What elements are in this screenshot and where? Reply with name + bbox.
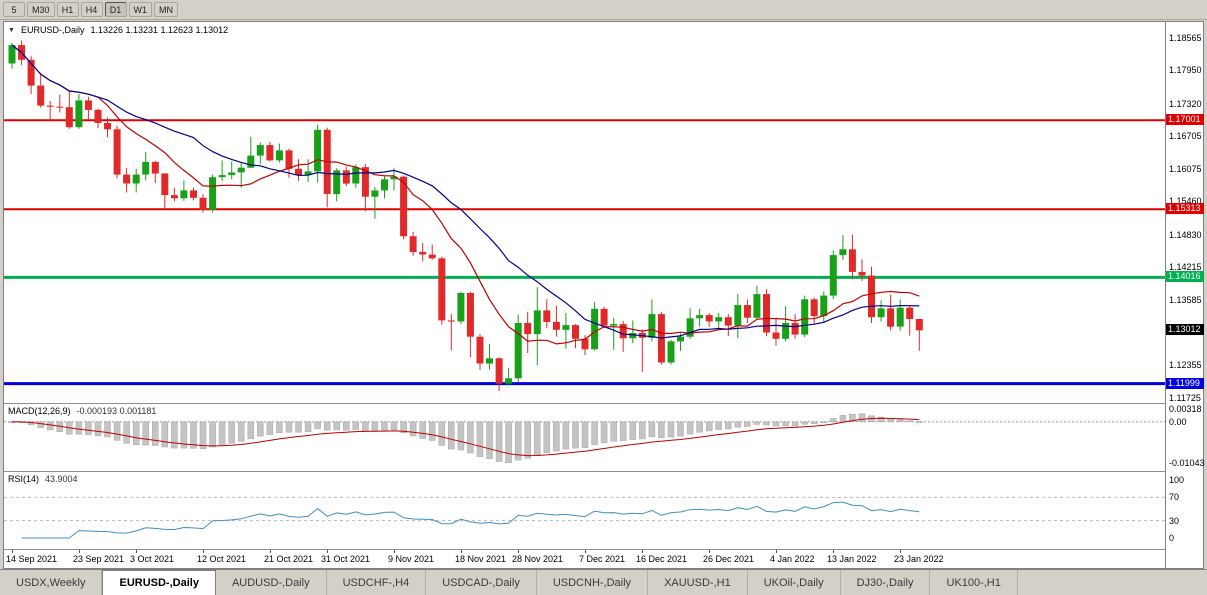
tab-ukoil-daily[interactable]: UKOil-,Daily	[748, 570, 841, 595]
date-axis-label: 4 Jan 2022	[770, 554, 815, 564]
price-axis-tag: 1.11999	[1166, 378, 1204, 389]
tab-xauusd-h1[interactable]: XAUUSD-,H1	[648, 570, 748, 595]
date-axis-label: 12 Oct 2021	[197, 554, 247, 564]
tab-usdcad-daily[interactable]: USDCAD-,Daily	[426, 570, 537, 595]
price-axis-label: 1.11725	[1169, 393, 1201, 403]
ma-fast-line	[11, 44, 920, 345]
date-axis-label: 18 Nov 2021	[455, 554, 507, 564]
date-tick	[833, 550, 834, 553]
price-axis-label: 1.12355	[1169, 360, 1202, 370]
price-axis-label: 1.15460	[1169, 196, 1202, 206]
macd-axis-label: 0.00318	[1169, 404, 1202, 414]
chart-header: ▼ EURUSD-,Daily 1.13226 1.13231 1.12623 …	[8, 25, 228, 35]
price-axis-tag: 1.17001	[1166, 114, 1204, 125]
date-tick	[203, 550, 204, 553]
ma-slow-line	[11, 44, 920, 339]
price-axis-tag: 1.15313	[1166, 203, 1204, 214]
date-axis-label: 9 Nov 2021	[388, 554, 435, 564]
date-tick	[270, 550, 271, 553]
date-tick	[776, 550, 777, 553]
rsi-value: 43.9004	[45, 474, 78, 484]
date-tick	[327, 550, 328, 553]
date-tick	[585, 550, 586, 553]
timeframe-h1-button[interactable]: H1	[56, 2, 79, 17]
chart-ohlc-values: 1.13226 1.13231 1.12623 1.13012	[90, 25, 229, 35]
date-tick	[642, 550, 643, 553]
timeframe-h4-button[interactable]: H4	[80, 2, 103, 17]
price-axis: 1.18565 1.17950 1.17320 1.16705 1.16075 1.154…	[1165, 22, 1205, 568]
date-tick	[12, 550, 13, 553]
price-chart-canvas[interactable]	[4, 22, 1165, 403]
pane-divider[interactable]	[4, 471, 1203, 472]
date-axis-label: 13 Jan 2022	[827, 554, 877, 564]
chart-dropdown-icon[interactable]: ▼	[8, 26, 15, 34]
date-tick	[461, 550, 462, 553]
tab-dj30-daily[interactable]: DJ30-,Daily	[841, 570, 931, 595]
tab-usdcnh-daily[interactable]: USDCNH-,Daily	[537, 570, 649, 595]
macd-label: MACD(12,26,9)	[8, 406, 71, 416]
price-axis-label: 1.17320	[1169, 99, 1202, 109]
date-axis-label: 7 Dec 2021	[579, 554, 626, 564]
timeframe-toolbar: 5 M30 H1 H4 D1 W1 MN	[0, 0, 1207, 20]
tab-uk100-h1[interactable]: UK100-,H1	[930, 570, 1018, 595]
price-axis-tag: 1.13012	[1166, 324, 1204, 335]
macd-axis-label: -0.01043	[1169, 458, 1205, 468]
date-axis-label: 14 Sep 2021	[6, 554, 58, 564]
macd-canvas	[4, 413, 1165, 464]
date-axis-label: 21 Oct 2021	[264, 554, 314, 564]
date-axis-label: 23 Jan 2022	[894, 554, 944, 564]
macd-axis-label: 0.00	[1169, 417, 1187, 427]
chart-window: ▼ EURUSD-,Daily 1.13226 1.13231 1.12623 …	[3, 21, 1205, 569]
rsi-axis-label: 70	[1169, 492, 1180, 502]
date-tick	[79, 550, 80, 553]
rsi-header: RSI(14) 43.9004	[8, 474, 78, 484]
price-axis-tag: 1.14016	[1166, 271, 1204, 282]
price-axis-label: 1.16705	[1169, 131, 1202, 141]
price-axis-label: 1.16075	[1169, 164, 1202, 174]
price-axis-label: 1.14215	[1169, 262, 1202, 272]
date-tick	[900, 550, 901, 553]
macd-values: -0.000193 0.001181	[76, 406, 157, 416]
price-axis-label: 1.13585	[1169, 295, 1202, 305]
chart-tabs-bar: USDX,Weekly EURUSD-,Daily AUDUSD-,Daily …	[0, 569, 1207, 595]
timeframe-w1-button[interactable]: W1	[128, 2, 153, 17]
price-axis-label: 1.14830	[1169, 230, 1202, 240]
date-tick	[518, 550, 519, 553]
date-axis-label: 23 Sep 2021	[73, 554, 125, 564]
timeframe-5-button[interactable]: 5	[3, 2, 25, 17]
pane-divider[interactable]	[4, 403, 1203, 404]
rsi-axis-label: 0	[1169, 533, 1175, 543]
rsi-axis-label: 30	[1169, 516, 1180, 526]
macd-signal-line	[11, 417, 920, 457]
tab-audusd-daily[interactable]: AUDUSD-,Daily	[216, 570, 327, 595]
date-tick	[136, 550, 137, 553]
date-axis-label: 31 Oct 2021	[321, 554, 371, 564]
macd-header: MACD(12,26,9) -0.000193 0.001181	[8, 406, 156, 416]
tab-eurusd-daily[interactable]: EURUSD-,Daily	[102, 570, 216, 595]
tab-usdchf-h4[interactable]: USDCHF-,H4	[327, 570, 427, 595]
price-axis-label: 1.17950	[1169, 65, 1202, 75]
candles	[8, 40, 923, 391]
date-axis-label: 28 Nov 2021	[512, 554, 564, 564]
price-axis-label: 1.18565	[1169, 33, 1202, 43]
tab-usdx-weekly[interactable]: USDX,Weekly	[0, 570, 103, 595]
chart-symbol-label: EURUSD-,Daily	[20, 25, 85, 35]
macd-histogram	[8, 413, 923, 464]
date-axis-label: 3 Oct 2021	[130, 554, 175, 564]
date-axis: 14 Sep 2021 23 Sep 2021 3 Oct 2021 12 Oct 2…	[4, 550, 1165, 568]
pane-divider	[4, 549, 1203, 550]
date-tick	[709, 550, 710, 553]
timeframe-mn-button[interactable]: MN	[154, 2, 179, 17]
rsi-axis-label: 100	[1169, 475, 1185, 485]
rsi-line	[21, 501, 920, 539]
date-axis-label: 16 Dec 2021	[636, 554, 688, 564]
date-tick	[394, 550, 395, 553]
timeframe-m30-button[interactable]: M30	[27, 2, 55, 17]
rsi-canvas	[4, 496, 1165, 539]
rsi-label: RSI(14)	[8, 474, 40, 484]
timeframe-d1-button[interactable]: D1	[104, 2, 127, 17]
date-axis-label: 26 Dec 2021	[703, 554, 755, 564]
